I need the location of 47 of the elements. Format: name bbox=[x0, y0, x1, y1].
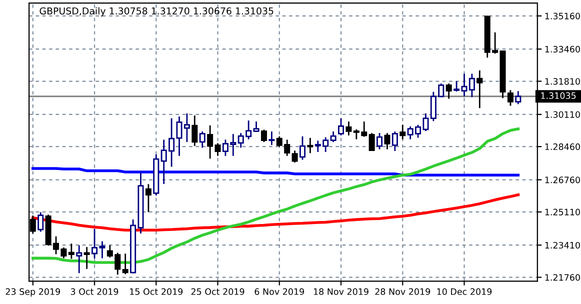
x-tick-label: 23 Sep 2019 bbox=[6, 288, 60, 297]
x-tick-label: 3 Oct 2019 bbox=[70, 288, 118, 295]
candlestick bbox=[207, 125, 214, 159]
y-tick-label: 1.35160 bbox=[545, 12, 580, 20]
candlestick bbox=[214, 143, 221, 156]
line-series bbox=[32, 167, 520, 176]
candlestick bbox=[268, 131, 275, 145]
candlestick bbox=[400, 124, 406, 140]
candlestick bbox=[338, 118, 344, 136]
y-tick-label: 1.21760 bbox=[545, 274, 580, 281]
candlestick bbox=[384, 133, 390, 150]
candlestick bbox=[145, 184, 152, 212]
candlestick bbox=[515, 91, 522, 104]
candlestick bbox=[199, 131, 206, 148]
candlestick bbox=[392, 131, 398, 152]
candlestick bbox=[76, 245, 82, 274]
candlestick bbox=[376, 133, 383, 150]
y-tick-label: 1.26760 bbox=[545, 176, 580, 184]
x-tick-label: 15 Oct 2019 bbox=[130, 288, 183, 295]
candlestick bbox=[446, 83, 452, 99]
candlestick bbox=[122, 254, 128, 274]
candlestick bbox=[368, 133, 375, 152]
x-tick-label: 25 Oct 2019 bbox=[191, 288, 244, 295]
y-tick-label: 1.28460 bbox=[545, 143, 580, 150]
x-tick-label: 10 Dec 2019 bbox=[437, 288, 492, 295]
y-tick-label: 1.23410 bbox=[545, 242, 580, 249]
x-tick-label: 18 Nov 2019 bbox=[314, 288, 368, 295]
candlestick bbox=[192, 115, 198, 146]
y-tick-label: 1.25110 bbox=[545, 208, 580, 216]
x-tick-label: 28 Nov 2019 bbox=[375, 288, 430, 295]
candlestick bbox=[84, 246, 90, 269]
candlestick bbox=[507, 90, 514, 106]
y-tick-label: 1.33460 bbox=[545, 46, 580, 53]
candlestick bbox=[307, 138, 314, 154]
candlestick bbox=[292, 150, 298, 163]
ref-line-label: 1.31035 bbox=[541, 92, 576, 99]
x-tick-label: 6 Nov 2019 bbox=[254, 288, 304, 295]
candlestick bbox=[299, 136, 306, 160]
candlestick bbox=[38, 212, 44, 232]
candlestick bbox=[68, 244, 74, 259]
y-tick-label: 1.31810 bbox=[545, 78, 580, 85]
candlestick bbox=[260, 130, 267, 142]
y-tick-label: 1.30110 bbox=[545, 111, 580, 118]
chart-title: GBPUSD,Daily 1.30758 1.31270 1.30676 1.31035 bbox=[40, 7, 274, 16]
candlestick bbox=[346, 122, 352, 136]
candlestick bbox=[476, 70, 483, 108]
candlestick bbox=[330, 131, 336, 142]
